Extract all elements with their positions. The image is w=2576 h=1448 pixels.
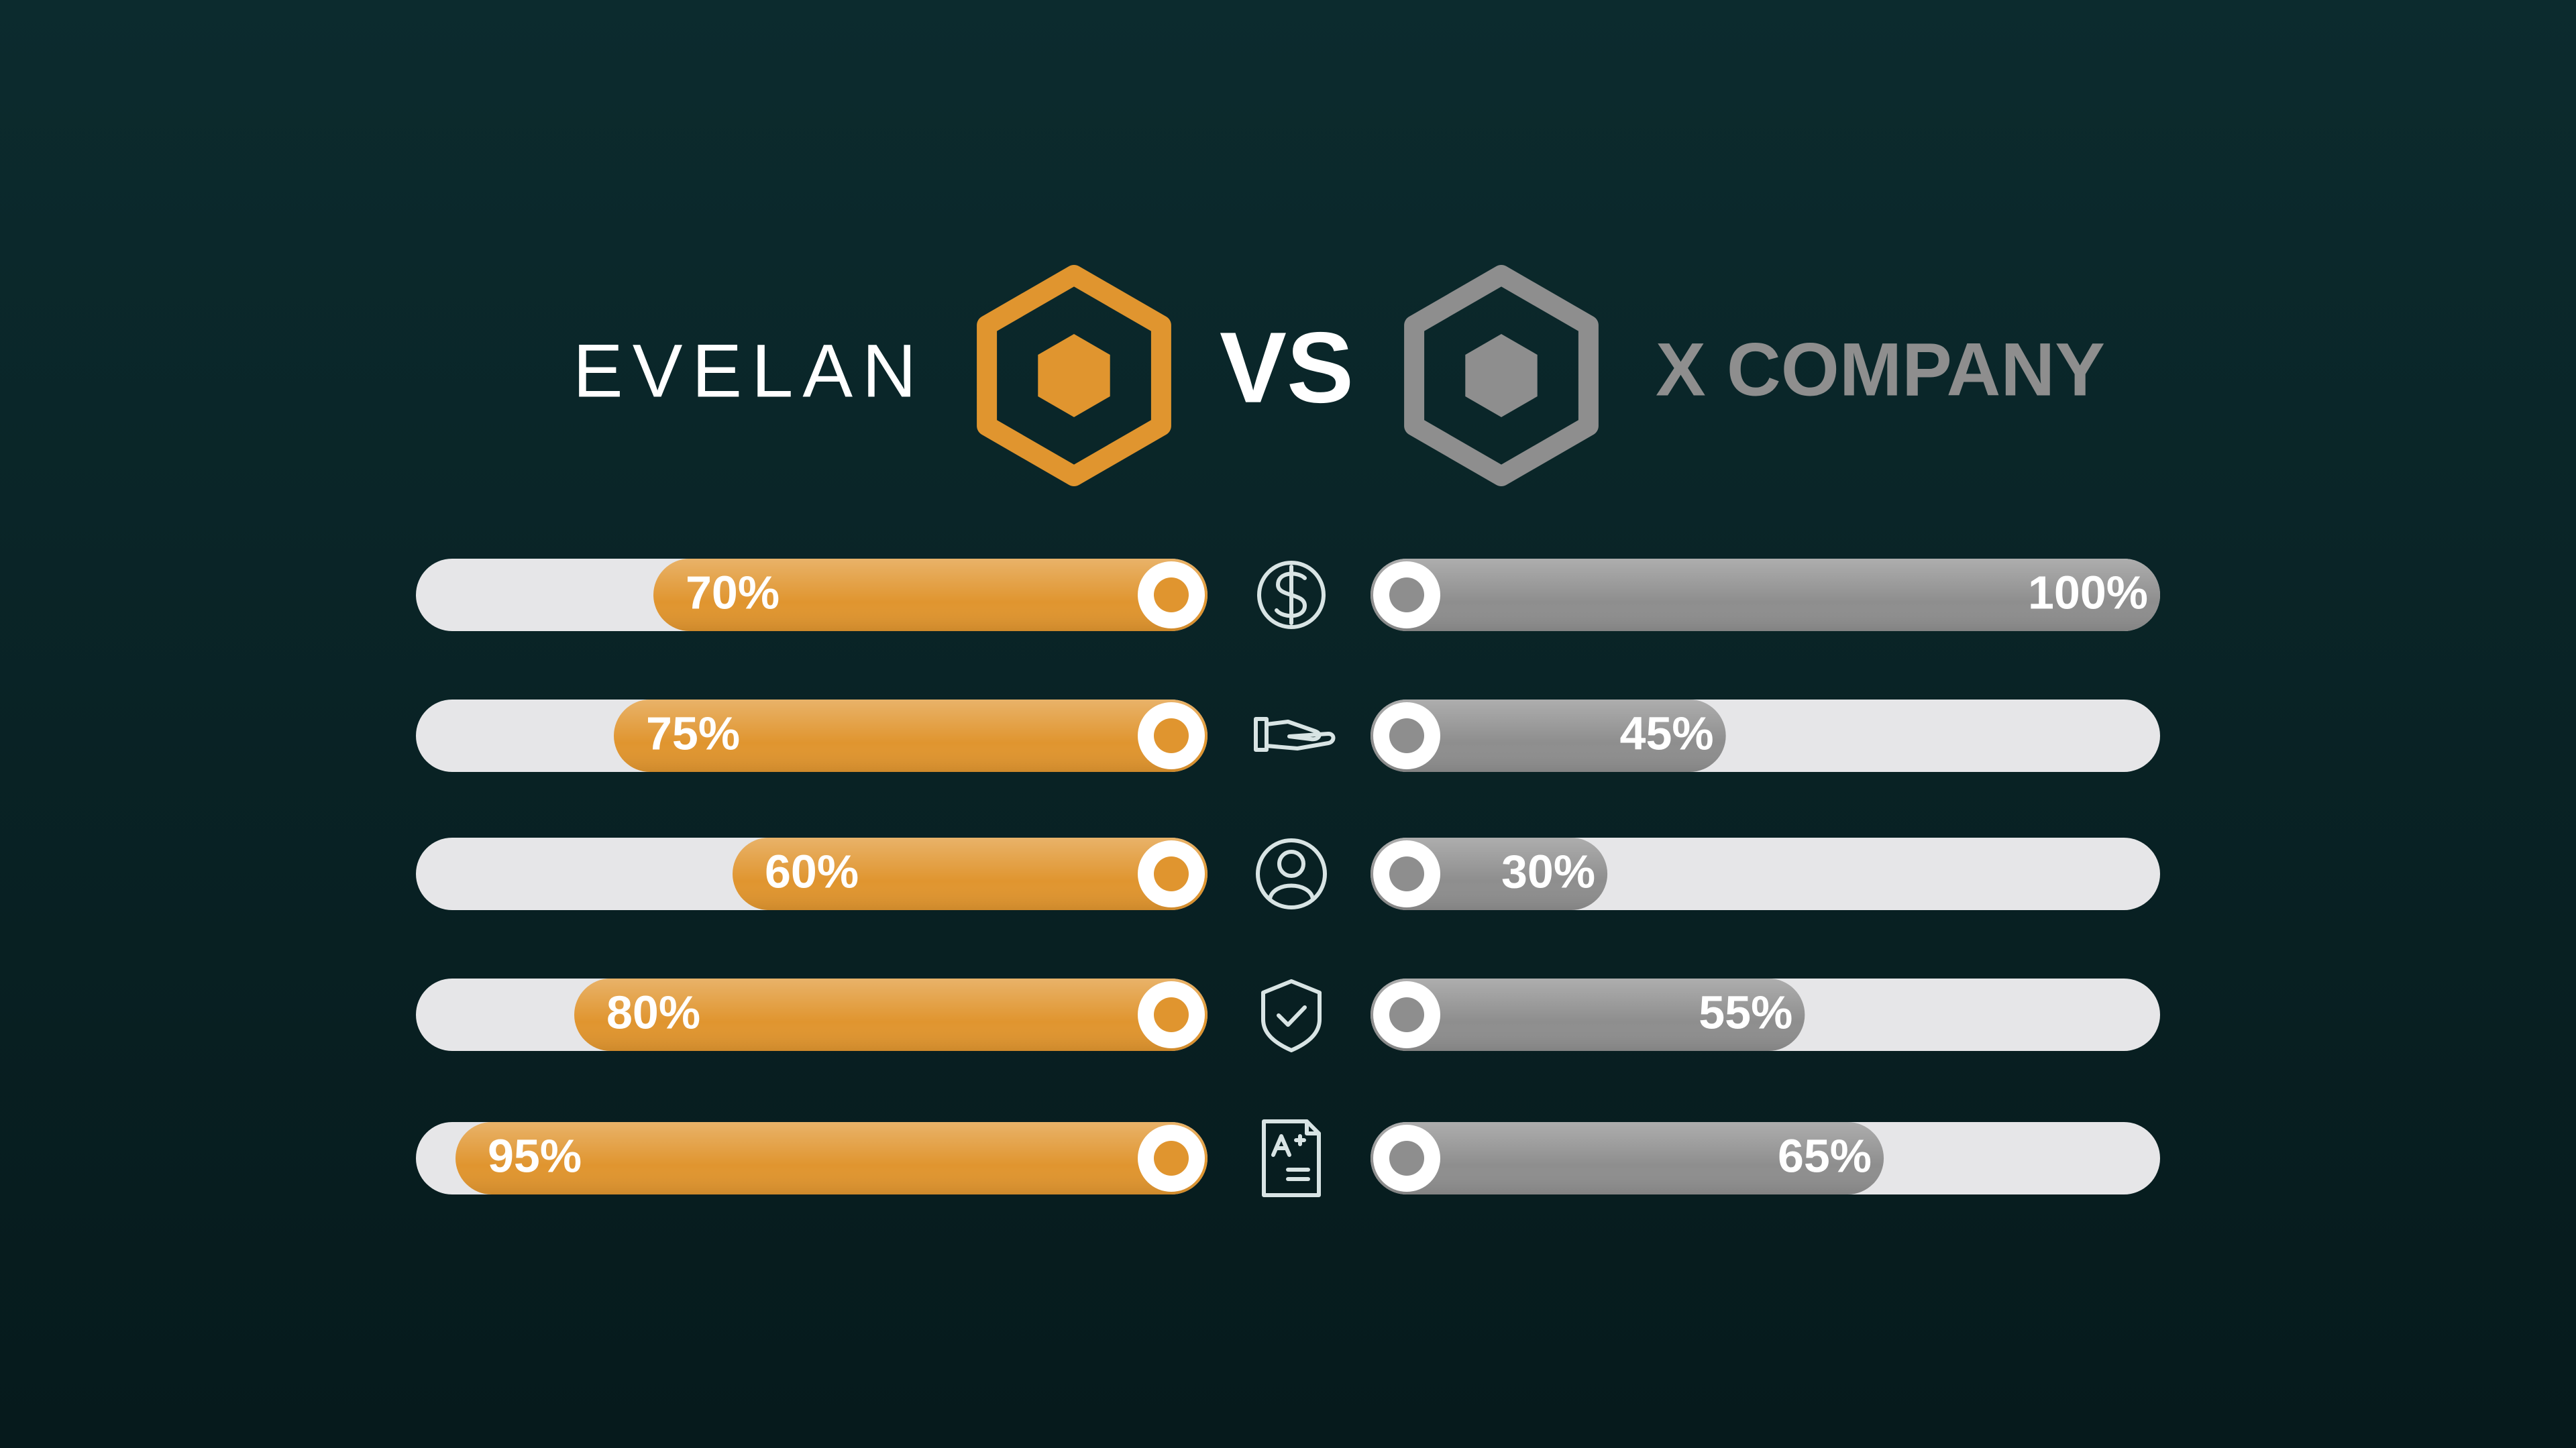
category-icons: [1254, 561, 1336, 1197]
value-label: 45%: [1620, 707, 1714, 759]
money-icon: [1257, 561, 1326, 629]
vs-label: VS: [1220, 311, 1354, 424]
bar-shine: [653, 559, 1208, 631]
bar-knob-dot: [1389, 577, 1424, 612]
value-label: 75%: [646, 707, 740, 759]
bar-knob-dot: [1154, 577, 1189, 612]
brand-name: EVELAN: [573, 329, 926, 413]
bar-shine: [455, 1122, 1208, 1194]
competitor-name: X COMPANY: [1656, 328, 2105, 412]
user-icon: [1256, 838, 1327, 909]
value-label: 80%: [606, 986, 700, 1038]
bar-knob-dot: [1154, 1141, 1189, 1176]
bar-knob-dot: [1154, 718, 1189, 753]
document-icon: [1262, 1119, 1321, 1197]
value-label: 95%: [488, 1129, 582, 1182]
bar-shine: [1371, 979, 1805, 1051]
hand-icon: [1254, 717, 1336, 752]
bar-knob-dot: [1154, 856, 1189, 891]
shield-icon: [1261, 979, 1322, 1052]
value-label: 100%: [2028, 566, 2148, 618]
bar-shine: [733, 838, 1208, 910]
bar-knob-dot: [1389, 1141, 1424, 1176]
bar-knob-dot: [1154, 997, 1189, 1032]
brand-logo-inner: [1038, 334, 1110, 417]
brand-logo-outer: [977, 265, 1171, 486]
bar-shine: [1371, 700, 1726, 772]
bar-shine: [574, 979, 1208, 1051]
bar-knob-dot: [1389, 997, 1424, 1032]
bar-shine: [614, 700, 1208, 772]
competitor-logo-outer: [1404, 265, 1599, 486]
value-label: 65%: [1778, 1129, 1872, 1182]
bar-knob-dot: [1389, 718, 1424, 753]
bar-knob-dot: [1389, 856, 1424, 891]
value-label: 55%: [1699, 986, 1792, 1038]
bar-shine: [1371, 559, 2160, 631]
value-label: 60%: [765, 845, 859, 897]
value-label: 70%: [686, 566, 780, 618]
bar-shine: [1371, 1122, 1884, 1194]
competitor-logo-inner: [1465, 334, 1538, 417]
value-label: 30%: [1501, 845, 1595, 897]
